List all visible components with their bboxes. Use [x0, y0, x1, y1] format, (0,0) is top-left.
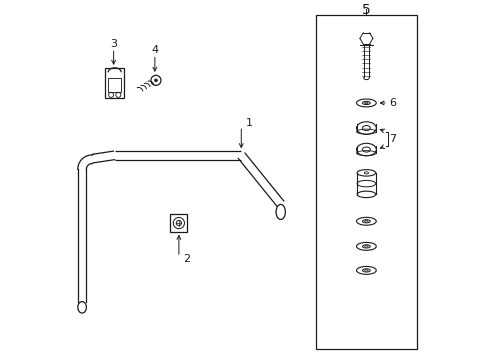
Text: 4: 4	[151, 45, 158, 55]
Text: 6: 6	[389, 98, 396, 108]
Bar	[316, 15, 416, 348]
Bar	[170, 215, 187, 232]
Text: 2: 2	[183, 254, 190, 264]
Bar	[108, 78, 121, 92]
Text: 1: 1	[245, 118, 252, 128]
Text: 3: 3	[110, 39, 117, 49]
Bar	[105, 68, 124, 99]
Text: 5: 5	[361, 3, 370, 17]
Circle shape	[154, 79, 157, 82]
Text: 7: 7	[388, 134, 396, 144]
